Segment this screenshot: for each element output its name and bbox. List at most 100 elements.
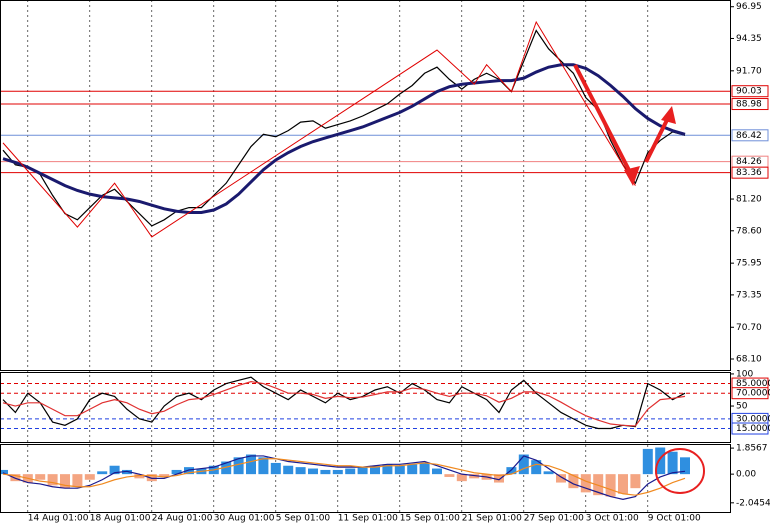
x-tick-label: 24 Aug 01:00: [152, 514, 213, 524]
y-tick-label: 100: [736, 369, 753, 379]
histogram-bar: [382, 464, 393, 475]
histogram-bar: [0, 469, 8, 475]
series-line: [2, 376, 686, 430]
histogram-bar: [320, 469, 331, 475]
panel-frame: [0, 372, 731, 443]
histogram-bar: [432, 468, 442, 475]
histogram-bar: [531, 460, 542, 475]
histogram-bar: [357, 467, 368, 475]
histogram-bar: [543, 471, 554, 475]
histogram-bar: [394, 465, 405, 475]
histogram-bar: [97, 471, 108, 475]
histogram-bar: [184, 467, 194, 475]
histogram-bar: [456, 474, 467, 482]
level-label: 30.0000: [736, 414, 770, 424]
y-tick-label: 78.60: [736, 226, 762, 236]
histogram-bar: [221, 461, 232, 475]
y-tick-label: -2.0454: [736, 498, 770, 508]
series-line: [2, 381, 686, 427]
arrow-up: [644, 117, 670, 163]
zigzag-line: [2, 20, 636, 238]
histogram-bar: [618, 474, 628, 494]
histogram-bar: [568, 474, 579, 489]
y-tick-label: 0.00: [736, 470, 756, 480]
x-tick-label: 27 Sep 01:00: [524, 514, 584, 524]
x-tick-label: 11 Sep 01:00: [338, 514, 398, 524]
level-label: 88.98: [736, 100, 762, 110]
histogram-bar: [246, 454, 256, 475]
histogram-bar: [295, 467, 306, 475]
histogram-bar: [84, 474, 95, 480]
histogram-bar: [122, 469, 132, 475]
histogram-bar: [667, 451, 678, 475]
histogram-bar: [444, 474, 455, 477]
x-tick-label: 3 Oct 01:00: [586, 514, 639, 524]
x-tick-label: 5 Sep 01:00: [276, 514, 331, 524]
histogram-bar: [60, 474, 70, 489]
histogram-bar: [580, 474, 591, 493]
histogram-bar: [47, 474, 58, 486]
histogram-bar: [134, 474, 145, 479]
y-tick-label: 75.95: [736, 259, 762, 269]
x-tick-label: 14 Aug 01:00: [28, 514, 89, 524]
histogram-bar: [593, 474, 604, 496]
histogram-bar: [345, 468, 356, 475]
histogram-bar: [146, 474, 157, 482]
level-label: 15.0000: [736, 424, 770, 434]
histogram-bar: [605, 474, 616, 497]
arrow-head: [624, 166, 640, 186]
level-label: 86.42: [736, 131, 762, 141]
level-label-box: [731, 98, 769, 111]
y-tick-label: 96.95: [736, 2, 762, 12]
level-label-box: [731, 166, 769, 179]
level-label: 83.36: [736, 168, 762, 178]
panel-frame: [0, 444, 731, 513]
y-tick-label: 73.35: [736, 290, 762, 300]
histogram-bar: [469, 474, 480, 479]
series-line: [2, 29, 686, 227]
histogram-bar: [159, 474, 170, 477]
level-label: 85.0000: [736, 379, 770, 389]
x-tick-label: 30 Aug 01:00: [214, 514, 275, 524]
histogram-bar: [494, 474, 504, 483]
y-tick-label: 1.8567: [736, 444, 768, 454]
histogram-bar: [332, 469, 343, 475]
histogram-bar: [258, 457, 269, 475]
y-tick-label: 50: [736, 402, 748, 412]
panel-frame: [0, 0, 731, 371]
x-tick-label: 15 Sep 01:00: [400, 514, 460, 524]
histogram-bar: [308, 468, 318, 475]
y-tick-label: 91.70: [736, 66, 762, 76]
histogram-bar: [407, 464, 418, 475]
arrow-head: [661, 106, 676, 124]
series-line: [2, 458, 686, 496]
y-tick-label: 81.20: [736, 195, 762, 205]
histogram-bar: [233, 457, 244, 475]
histogram-bar: [680, 457, 690, 475]
arrow-down: [573, 64, 635, 179]
histogram-bar: [270, 462, 281, 475]
x-tick-label: 9 Oct 01:00: [648, 514, 701, 524]
histogram-bar: [171, 469, 182, 475]
histogram-bar: [419, 462, 430, 475]
level-label-box: [731, 422, 769, 435]
y-tick-label: 94.35: [736, 34, 762, 44]
histogram-bar: [642, 448, 653, 475]
histogram-bar: [109, 465, 120, 475]
histogram-bar: [72, 474, 83, 487]
level-label: 70.0000: [736, 389, 770, 399]
histogram-bar: [10, 474, 21, 482]
histogram-bar: [655, 447, 666, 475]
highlight-circle: [655, 448, 705, 494]
level-label-box: [731, 387, 769, 400]
level-label: 84.26: [736, 157, 762, 167]
histogram-bar: [556, 474, 566, 483]
histogram-bar: [35, 474, 46, 480]
histogram-bar: [370, 465, 380, 475]
y-tick-label: 68.10: [736, 355, 762, 365]
histogram-bar: [630, 474, 641, 489]
series-line: [2, 455, 686, 500]
